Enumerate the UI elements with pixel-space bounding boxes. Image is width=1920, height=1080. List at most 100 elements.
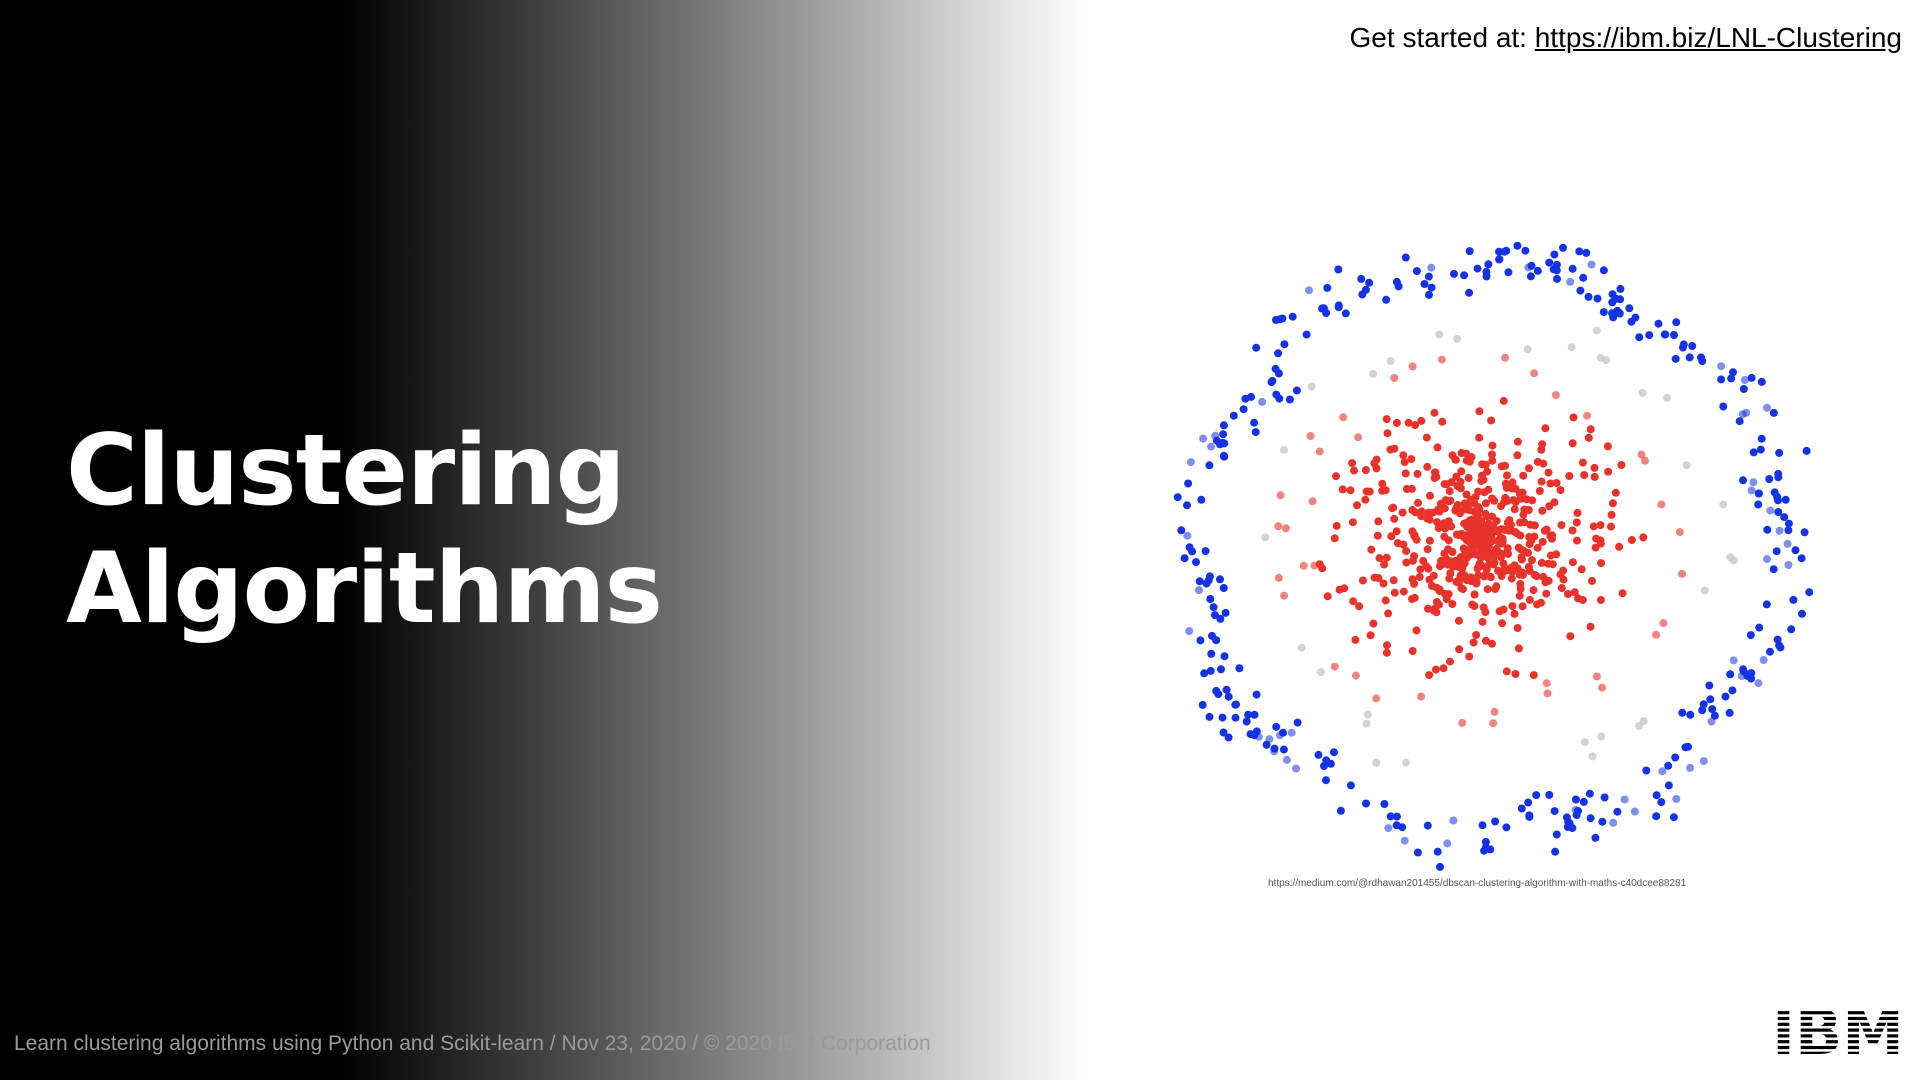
scatter-point: [1307, 382, 1316, 391]
scatter-point: [1380, 560, 1389, 569]
scatter-point: [1757, 434, 1766, 443]
scatter-point: [1596, 521, 1605, 530]
scatter-point: [1705, 681, 1714, 690]
scatter-point: [1503, 496, 1512, 505]
scatter-point: [1374, 517, 1383, 526]
scatter-point: [1216, 575, 1224, 584]
scatter-point: [1618, 589, 1627, 598]
slide-title: Clustering Algorithms: [66, 412, 663, 648]
scatter-point: [1195, 586, 1203, 595]
scatter-point: [1483, 467, 1492, 476]
scatter-point: [1669, 813, 1678, 822]
scatter-point: [1537, 598, 1545, 607]
scatter-point: [1593, 294, 1602, 303]
scatter-point: [1219, 728, 1228, 737]
scatter-point: [1423, 545, 1432, 554]
scatter-point: [1274, 573, 1283, 582]
scatter-point: [1434, 524, 1443, 533]
scatter-point: [1280, 340, 1289, 349]
scatter-point: [1288, 312, 1297, 321]
scatter-point: [1551, 391, 1560, 399]
scatter-point: [1445, 497, 1454, 506]
scatter-point: [1315, 447, 1324, 456]
scatter-point: [1453, 334, 1462, 343]
scatter-point: [1484, 541, 1493, 550]
scatter-point: [1386, 357, 1395, 365]
get-started-link[interactable]: https://ibm.biz/LNL-Clustering: [1534, 22, 1902, 53]
scatter-point: [1616, 284, 1625, 293]
scatter-point: [1508, 478, 1517, 487]
scatter-point: [1200, 669, 1209, 678]
scatter-point: [1784, 519, 1793, 528]
scatter-point: [1218, 713, 1227, 722]
scatter-point: [1275, 731, 1284, 740]
scatter-point: [1559, 575, 1568, 584]
scatter-point: [1219, 421, 1228, 430]
scatter-point: [1443, 839, 1452, 848]
scatter-point: [1533, 266, 1542, 275]
scatter-point: [1481, 460, 1490, 469]
scatter-point: [1472, 631, 1481, 639]
scatter-point: [1431, 665, 1440, 674]
scatter-point: [1198, 700, 1207, 709]
scatter-point: [1244, 710, 1253, 719]
scatter-point: [1514, 644, 1523, 653]
scatter-point: [1484, 260, 1493, 269]
scatter-point: [1608, 499, 1617, 508]
scatter-point: [1728, 686, 1737, 695]
scatter-point: [1765, 475, 1774, 483]
scatter-point: [1370, 573, 1379, 582]
scatter-point: [1407, 484, 1416, 493]
scatter-point: [1481, 509, 1490, 518]
scatter-point: [1412, 267, 1421, 276]
scatter-point: [1207, 442, 1216, 451]
scatter-point: [1776, 643, 1785, 652]
scatter-point: [1607, 522, 1615, 531]
scatter-point: [1366, 631, 1375, 640]
scatter-point: [1398, 508, 1407, 517]
scatter-point: [1579, 797, 1588, 806]
scatter-point: [1780, 513, 1789, 522]
scatter-point: [1470, 590, 1479, 599]
scatter-point: [1495, 254, 1504, 263]
scatter-point: [1491, 585, 1500, 594]
scatter-point: [1679, 340, 1688, 349]
scatter-point: [1186, 458, 1195, 467]
scatter-point: [1177, 526, 1186, 535]
scatter-point: [1507, 520, 1515, 529]
scatter-point: [1532, 791, 1541, 800]
scatter-point: [1739, 385, 1748, 393]
scatter-point: [1672, 795, 1681, 803]
ibm-logo: IBM: [1776, 1004, 1900, 1056]
scatter-point: [1787, 625, 1796, 634]
scatter-point: [1299, 561, 1308, 570]
scatter-point: [1766, 506, 1775, 515]
scatter-point: [1302, 330, 1311, 339]
scatter-point: [1600, 793, 1609, 802]
scatter-point: [1740, 376, 1749, 384]
scatter-point: [1224, 692, 1233, 701]
scatter-point: [1460, 505, 1469, 514]
scatter-point: [1435, 330, 1444, 339]
scatter-point: [1400, 836, 1409, 845]
scatter-point: [1513, 437, 1522, 446]
scatter-point: [1573, 508, 1582, 517]
scatter-point: [1515, 570, 1524, 579]
scatter-point: [1664, 761, 1673, 770]
scatter-point: [1551, 847, 1560, 856]
scatter-point: [1460, 571, 1469, 580]
scatter-point: [1567, 343, 1576, 352]
scatter-point: [1450, 269, 1458, 278]
scatter-point: [1645, 331, 1654, 340]
scatter-point: [1635, 333, 1644, 342]
scatter-point: [1427, 283, 1436, 292]
image-source-url: https://medium.com/@rdhawan201455/dbscan…: [1268, 878, 1687, 889]
scatter-point: [1584, 292, 1593, 301]
scatter-point: [1357, 274, 1366, 283]
scatter-point: [1542, 679, 1551, 688]
scatter-point: [1212, 436, 1221, 445]
scatter-point: [1282, 755, 1291, 764]
scatter-point: [1568, 439, 1577, 448]
scatter-point: [1597, 732, 1606, 741]
scatter-point: [1448, 600, 1457, 608]
